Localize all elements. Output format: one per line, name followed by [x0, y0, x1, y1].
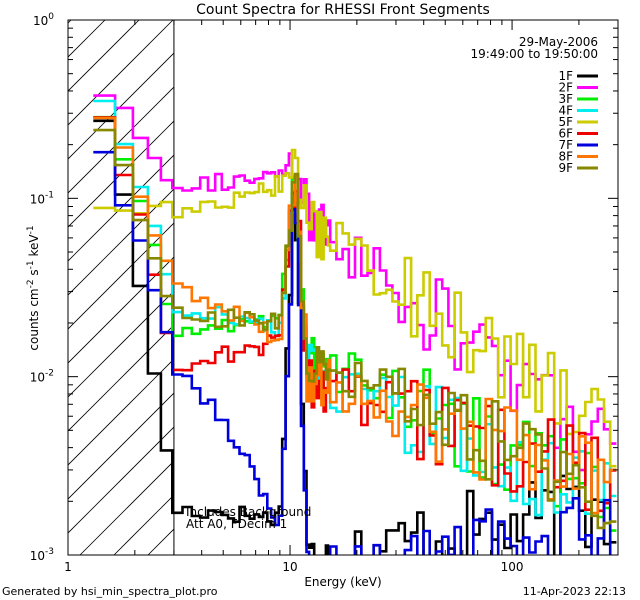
annotation-attenuator: Att A0, FDecim 1 [186, 517, 287, 531]
y-axis-label: counts cm-2 s-1 keV-1 [26, 225, 41, 350]
series-1F [93, 119, 617, 555]
hatch-line [68, 222, 174, 330]
series-5F [93, 148, 617, 468]
annotation-background: Includes Background [186, 505, 311, 519]
series-9F [93, 128, 617, 530]
series-6F [93, 116, 617, 513]
legend-label: 3F [558, 92, 573, 106]
legend-label: 9F [558, 161, 573, 175]
hatch-line [79, 460, 174, 555]
hatch-line [68, 20, 174, 126]
axis-ticks [67, 19, 619, 556]
legend-label: 8F [558, 150, 573, 164]
y-tick-labels: 100 10-1 10-2 10-3 [30, 12, 55, 563]
x-tick-label: 10 [282, 560, 297, 574]
y-tick-label: 10-3 [30, 547, 54, 563]
legend-label: 1F [558, 69, 573, 83]
hatch-line [68, 392, 174, 500]
x-tick-labels: 1 10 100 [64, 560, 523, 574]
date-label: 29-May-2006 [519, 35, 598, 49]
chart-title: Count Spectra for RHESSI Front Segments [196, 2, 490, 18]
footer-timestamp: 11-Apr-2023 22:13 [523, 585, 626, 598]
hatch-line [68, 188, 174, 296]
footer-generated-by: Generated by hsi_min_spectra_plot.pro [2, 585, 218, 598]
y-tick-label: 100 [33, 12, 54, 28]
x-axis-label: Energy (keV) [304, 575, 381, 589]
hatch-line [68, 426, 174, 534]
legend-label: 4F [558, 104, 573, 118]
time-range-label: 19:49:00 to 19:50:00 [471, 47, 598, 61]
legend-label: 2F [558, 81, 573, 95]
series-group [93, 94, 617, 555]
legend-label: 7F [558, 138, 573, 152]
hatch-line [68, 256, 174, 364]
series-7F [93, 150, 612, 555]
y-tick-label: 10-1 [30, 190, 54, 206]
x-tick-label: 1 [64, 560, 72, 574]
legend-label: 5F [558, 115, 573, 129]
hatch-line [68, 86, 174, 194]
y-tick-label: 10-2 [30, 369, 54, 385]
x-tick-label: 100 [501, 560, 524, 574]
plot-frame [67, 19, 619, 556]
legend-label: 6F [558, 127, 573, 141]
